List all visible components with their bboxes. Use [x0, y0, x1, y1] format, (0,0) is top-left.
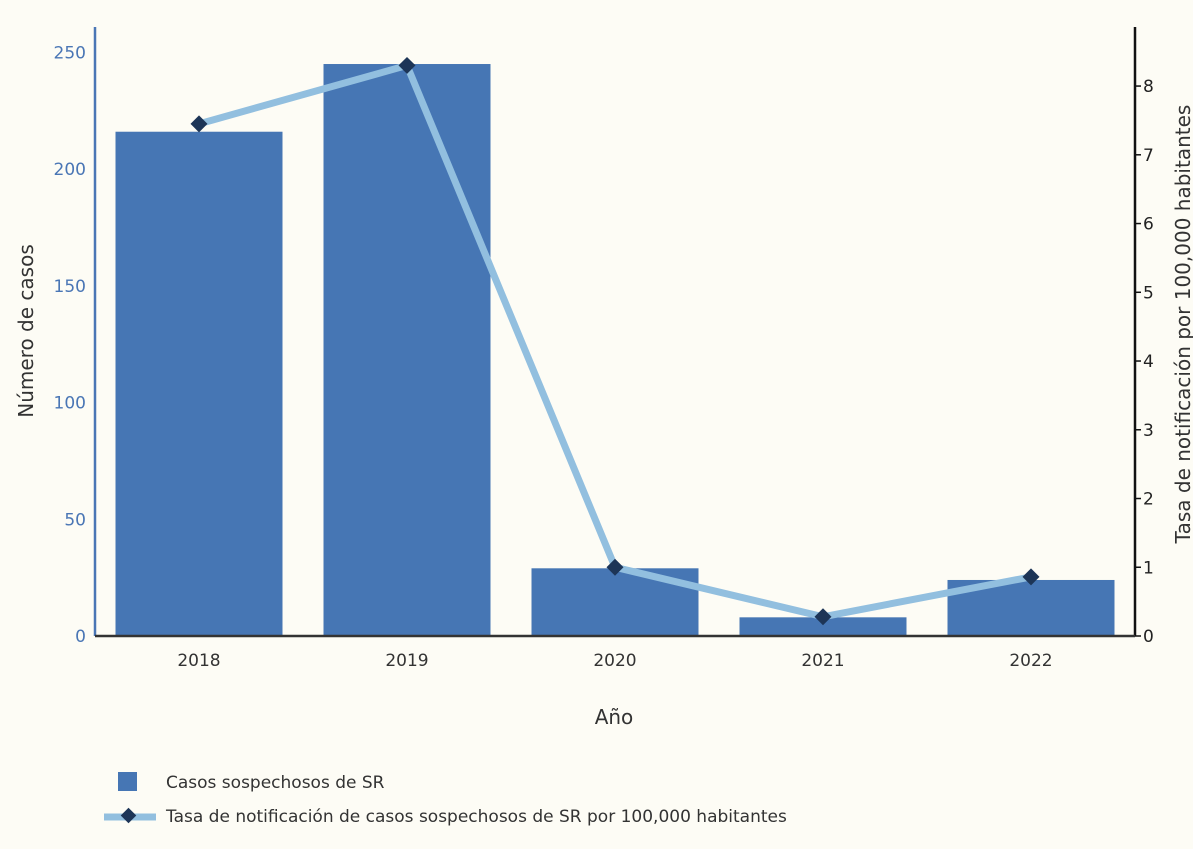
- legend-line-marker: [120, 807, 137, 824]
- rate-point-2020: [606, 558, 624, 576]
- y-right-tick-label: 4: [1143, 352, 1154, 372]
- y-right-tick-label: 8: [1143, 77, 1154, 97]
- legend: Casos sospechosos de SR Tasa de notifica…: [104, 772, 787, 827]
- y-right-tick-label: 5: [1143, 283, 1154, 303]
- y-left-tick-label: 200: [54, 160, 86, 180]
- x-axis-title: Año: [595, 705, 634, 729]
- rate-line-layer: [190, 56, 1040, 626]
- x-tick-label: 2018: [177, 651, 220, 671]
- x-tick-label: 2020: [593, 651, 636, 671]
- y-axis-left-title: Número de casos: [14, 244, 38, 418]
- rate-point-2022: [1022, 568, 1040, 586]
- y-right-tick-label: 3: [1143, 421, 1154, 441]
- y-right-tick-label: 6: [1143, 215, 1154, 235]
- legend-bar-label: Casos sospechosos de SR: [166, 773, 385, 793]
- bar-2018: [115, 131, 283, 636]
- y-right-tick-label: 7: [1143, 146, 1154, 166]
- y-axis-right-title: Tasa de notificación por 100,000 habitan…: [1171, 105, 1193, 545]
- rate-point-2018: [190, 115, 208, 133]
- bar-2019: [323, 64, 491, 637]
- y-right-tick-label: 0: [1143, 627, 1154, 647]
- bar-2021: [739, 617, 907, 636]
- x-tick-label: 2021: [801, 651, 844, 671]
- y-left-tick-label: 250: [54, 43, 86, 63]
- y-left-tick-label: 50: [64, 510, 86, 530]
- axes-layer: 0 50 100 150 200 250 0 1 2 3 4 5 6 7 8 2018 2019 2020 2021…: [54, 27, 1154, 671]
- y-left-tick-label: 150: [54, 277, 86, 297]
- y-right-tick-label: 1: [1143, 558, 1154, 578]
- legend-bar-swatch: [118, 772, 137, 791]
- bars-layer: [115, 64, 1115, 637]
- y-left-tick-label: 100: [54, 394, 86, 414]
- y-right-tick-label: 2: [1143, 490, 1154, 510]
- y-left-tick-label: 0: [75, 627, 86, 647]
- rate-point-2021: [814, 608, 832, 626]
- x-tick-label: 2019: [385, 651, 428, 671]
- x-tick-label: 2022: [1009, 651, 1052, 671]
- legend-line-label: Tasa de notificación de casos sospechoso…: [165, 807, 787, 827]
